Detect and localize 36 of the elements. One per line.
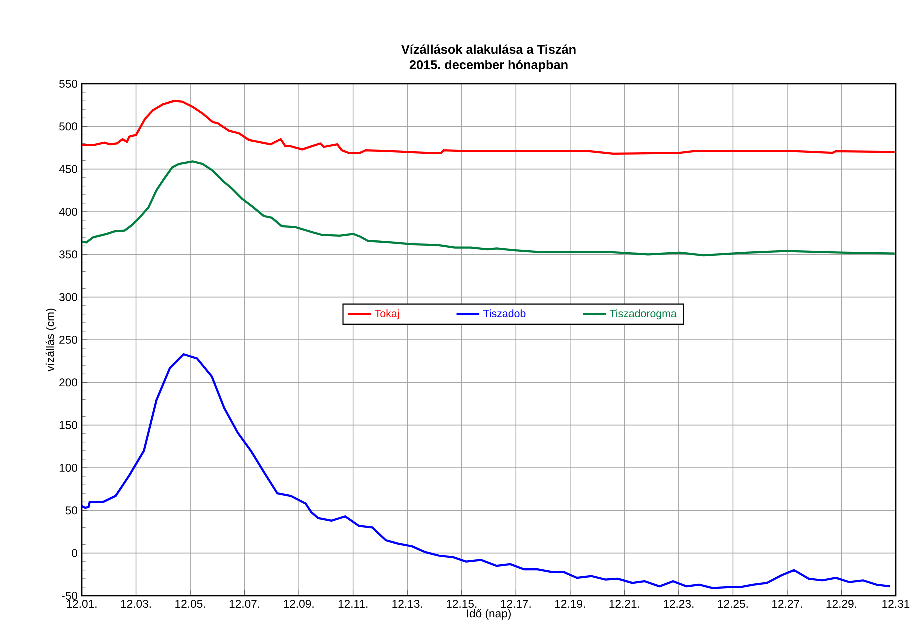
chart-title: Vízállások alakulása a Tiszán <box>402 44 576 54</box>
x-tick-label: 12.03. <box>121 600 151 608</box>
legend-label: Tiszadob <box>484 310 526 318</box>
y-tick-label: 250 <box>60 336 78 344</box>
x-tick-label: 12.01. <box>67 600 97 608</box>
chart-subtitle: 2015. december hónapban <box>410 60 568 72</box>
y-axis-title: vízállás (cm) <box>46 308 57 372</box>
x-tick-label: 12.11. <box>338 600 368 608</box>
x-tick-label: 12.13. <box>392 600 422 608</box>
x-axis-title: Idő (nap) <box>467 609 511 620</box>
x-tick-label: 12.05. <box>176 600 206 608</box>
y-tick-label: -50 <box>62 592 78 600</box>
y-tick-label: 300 <box>59 293 78 302</box>
y-tick-label: 150 <box>60 421 78 430</box>
y-tick-label: 0 <box>72 549 78 558</box>
y-tick-label: 100 <box>60 464 78 472</box>
y-tick-label: 350 <box>59 250 78 259</box>
x-tick-label: 12.19. <box>556 600 586 608</box>
x-tick-label: 12.27. <box>772 600 802 608</box>
x-tick-label: 12.17. <box>501 600 531 608</box>
x-tick-label: 12.29. <box>826 600 856 608</box>
y-tick-label: 50 <box>66 506 78 515</box>
y-tick-label: 400 <box>59 208 78 216</box>
y-tick-label: 500 <box>60 122 78 131</box>
x-tick-label: 12.15. <box>446 600 477 608</box>
y-tick-label: 200 <box>60 378 78 387</box>
legend-label: Tokaj <box>375 310 400 320</box>
x-tick-label: 12.31 <box>882 600 910 608</box>
x-tick-label: 12.09. <box>284 600 314 608</box>
x-tick-label: 12.21. <box>610 600 640 608</box>
legend-label: Tiszadorogma <box>610 310 677 320</box>
y-tick-label: 450 <box>59 165 78 174</box>
x-tick-label: 12.25. <box>718 600 748 608</box>
x-tick-label: 12.07. <box>230 600 260 608</box>
y-tick-label: 550 <box>60 80 78 88</box>
x-tick-label: 12.23. <box>664 600 694 608</box>
